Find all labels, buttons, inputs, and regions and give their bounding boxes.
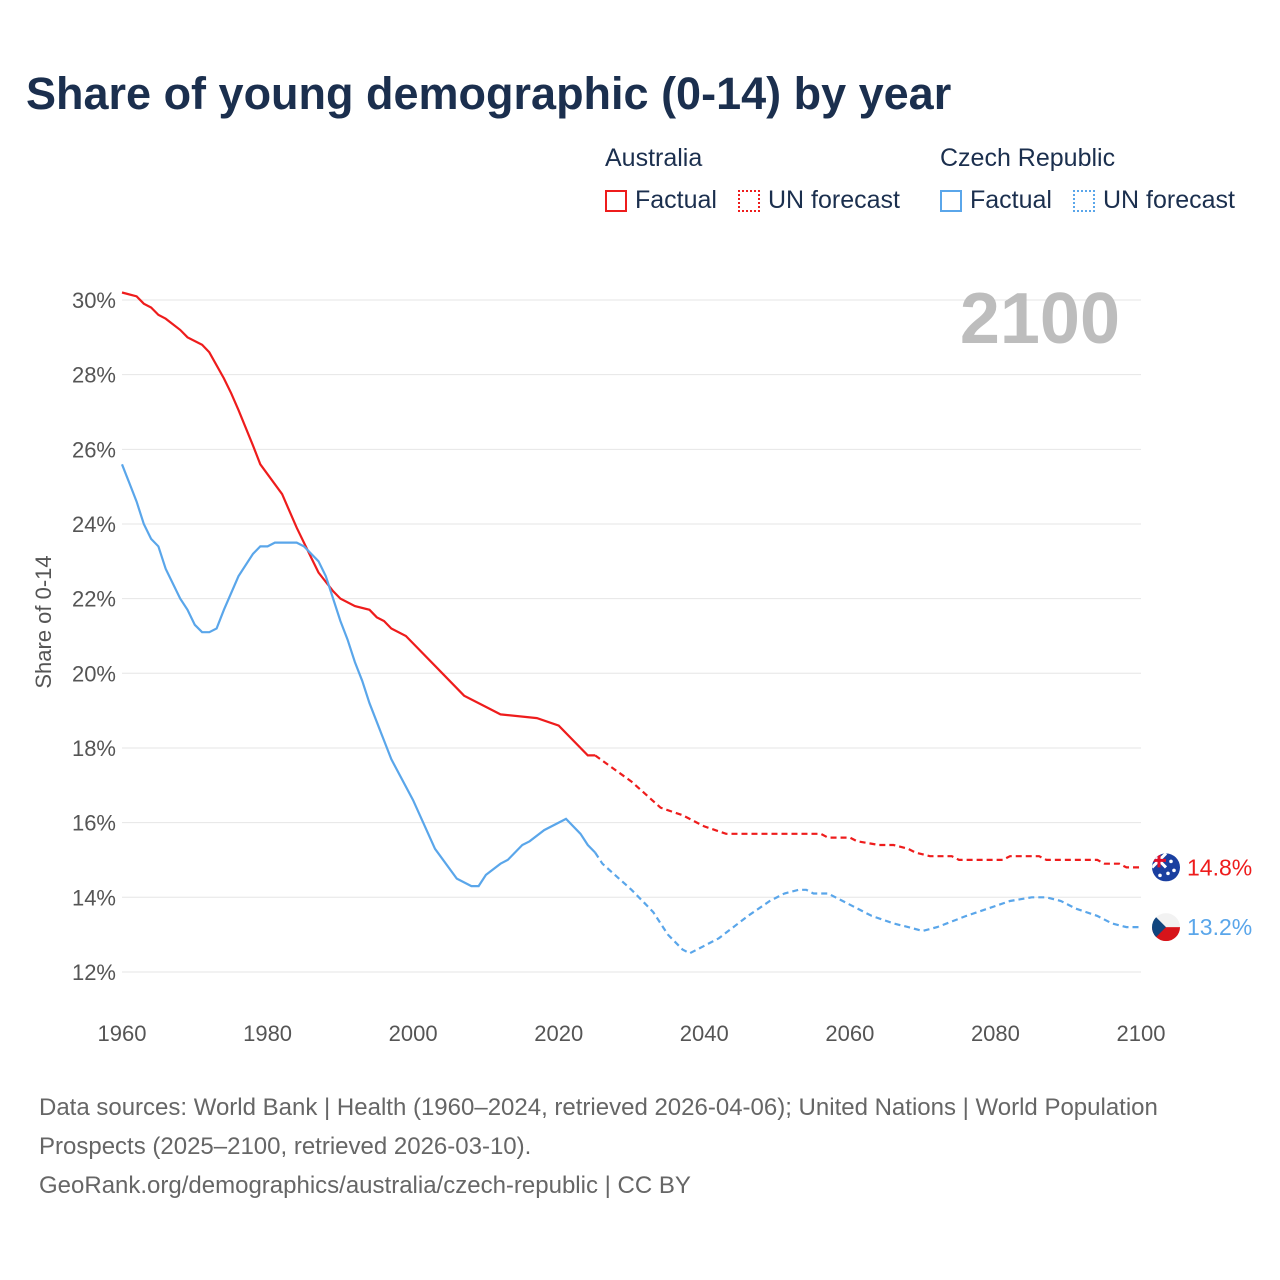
czech-end-value-label: 13.2% [1187, 914, 1252, 940]
y-tick-label: 30% [72, 288, 116, 313]
australia-forecast-line [594, 754, 1141, 869]
source-link[interactable]: GeoRank.org/demographics/australia/czech… [39, 1172, 691, 1199]
dotted-swatch-icon [1073, 189, 1095, 212]
footer: Data sources: World Bank | Health (1960–… [39, 1088, 1239, 1205]
y-tick-label: 16% [72, 811, 116, 836]
legend-label: Factual [635, 186, 717, 214]
y-tick-label: 24% [72, 512, 116, 537]
legend-label: UN forecast [768, 186, 900, 214]
czech-factual-line [120, 463, 596, 888]
legend-australia-factual[interactable]: Factual [605, 186, 717, 215]
y-tick-label: 14% [72, 885, 116, 910]
year-label: 2100 [960, 279, 1120, 359]
legend-group-czech: Czech Republic [940, 144, 1116, 172]
y-tick-label: 12% [72, 960, 116, 985]
y-tick-label: 20% [72, 661, 116, 686]
x-tick-label: 2020 [534, 1021, 583, 1046]
y-tick-label: 28% [72, 363, 116, 388]
y-tick-label: 26% [72, 437, 116, 462]
legend-czech-factual[interactable]: Factual [940, 186, 1052, 215]
y-tick-label: 22% [72, 587, 116, 612]
x-tick-label: 2000 [389, 1021, 438, 1046]
x-tick-label: 2040 [680, 1021, 729, 1046]
solid-swatch-icon [940, 189, 962, 212]
x-tick-label: 2100 [1117, 1021, 1166, 1046]
legend-group-australia: Australia [605, 144, 703, 172]
x-tick-label: 2080 [971, 1021, 1020, 1046]
data-sources: Data sources: World Bank | Health (1960–… [39, 1094, 1158, 1160]
czech-forecast-line [594, 851, 1141, 955]
legend-czech-forecast[interactable]: UN forecast [1073, 186, 1235, 215]
chart-title: Share of young demographic (0-14) by yea… [26, 68, 952, 119]
australia-factual-line [121, 291, 596, 757]
x-tick-label: 1960 [98, 1021, 147, 1046]
legend-label: Factual [970, 186, 1052, 214]
australia-flag-icon [1152, 853, 1180, 882]
legend-label: UN forecast [1103, 186, 1235, 214]
x-tick-label: 1980 [243, 1021, 292, 1046]
y-axis-label: Share of 0-14 [31, 555, 56, 688]
dotted-swatch-icon [738, 189, 760, 212]
y-tick-label: 18% [72, 736, 116, 761]
solid-swatch-icon [605, 189, 627, 212]
czech-flag-icon [1152, 913, 1180, 942]
x-tick-label: 2060 [825, 1021, 874, 1046]
legend-australia-forecast[interactable]: UN forecast [738, 186, 900, 215]
australia-end-value-label: 14.8% [1187, 854, 1252, 880]
line-chart: 12% 14% 16% 18% 20% 22% 24% 26% 28% 30% 1960 1980 20… [31, 279, 1252, 1046]
